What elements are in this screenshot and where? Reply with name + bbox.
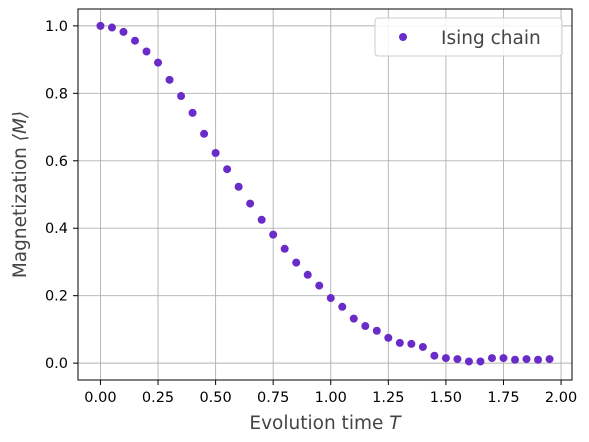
data-point (407, 339, 416, 348)
data-point (511, 355, 519, 364)
data-point (326, 294, 335, 303)
legend-label: Ising chain (441, 28, 541, 49)
y-tick-label: 0.0 (45, 356, 68, 372)
data-point (131, 36, 139, 45)
y-tick-label: 0.6 (45, 154, 68, 170)
data-point (384, 333, 393, 342)
data-point (107, 23, 116, 32)
y-tick-label: 1.0 (45, 19, 68, 35)
x-axis-ticks: 0.00 0.25 0.50 0.75 1.00 1.25 1.50 1.75 2.00 (84, 380, 577, 406)
data-point (142, 47, 151, 56)
data-point (303, 270, 312, 279)
data-point (280, 244, 289, 253)
data-point (211, 149, 220, 158)
data-point (361, 322, 370, 331)
data-point (499, 354, 508, 363)
x-tick-label: 0.50 (199, 390, 231, 406)
data-point (188, 108, 197, 117)
data-point (464, 357, 473, 366)
legend: Ising chain (374, 17, 563, 57)
y-axis-ticks: 0.0 0.2 0.4 0.6 0.8 1.0 (45, 19, 78, 372)
data-point (418, 342, 427, 351)
data-point (269, 230, 278, 239)
y-tick-label: 0.2 (45, 289, 68, 305)
data-point (430, 351, 439, 360)
data-point (476, 357, 485, 366)
data-point (441, 354, 450, 363)
x-tick-label: 1.50 (430, 390, 462, 406)
y-axis-label: Magnetization ⟨M⟩ (10, 111, 31, 278)
x-tick-label: 1.00 (315, 390, 347, 406)
data-point (234, 182, 243, 191)
data-point (223, 165, 232, 174)
data-point (534, 355, 543, 364)
data-point (257, 215, 266, 224)
data-point (338, 302, 347, 311)
y-tick-label: 0.8 (45, 86, 68, 102)
data-point (292, 258, 301, 267)
data-point (246, 199, 255, 208)
data-point (315, 281, 324, 290)
data-point (165, 75, 174, 84)
data-point (154, 58, 163, 67)
data-point (349, 314, 358, 323)
data-point (522, 355, 531, 364)
data-point (177, 92, 186, 101)
y-tick-label: 0.4 (45, 221, 68, 237)
x-tick-label: 0.25 (142, 390, 174, 406)
x-tick-label: 0.75 (257, 390, 289, 406)
data-point (453, 355, 462, 364)
x-tick-label: 1.75 (487, 390, 519, 406)
data-point (96, 21, 105, 30)
x-tick-label: 2.00 (545, 390, 577, 406)
grid-lines (78, 9, 572, 380)
plot-frame (77, 8, 573, 381)
data-point (487, 354, 496, 363)
data-points (96, 21, 554, 366)
x-tick-label: 1.25 (372, 390, 404, 406)
data-point (395, 338, 404, 347)
data-point (372, 326, 381, 335)
x-tick-label: 0.00 (84, 390, 116, 406)
data-point (545, 355, 554, 364)
x-axis-label: Evolution time T (249, 413, 402, 434)
data-point (119, 27, 128, 36)
data-point (200, 129, 209, 138)
legend-box (374, 17, 563, 57)
legend-marker (399, 33, 407, 41)
